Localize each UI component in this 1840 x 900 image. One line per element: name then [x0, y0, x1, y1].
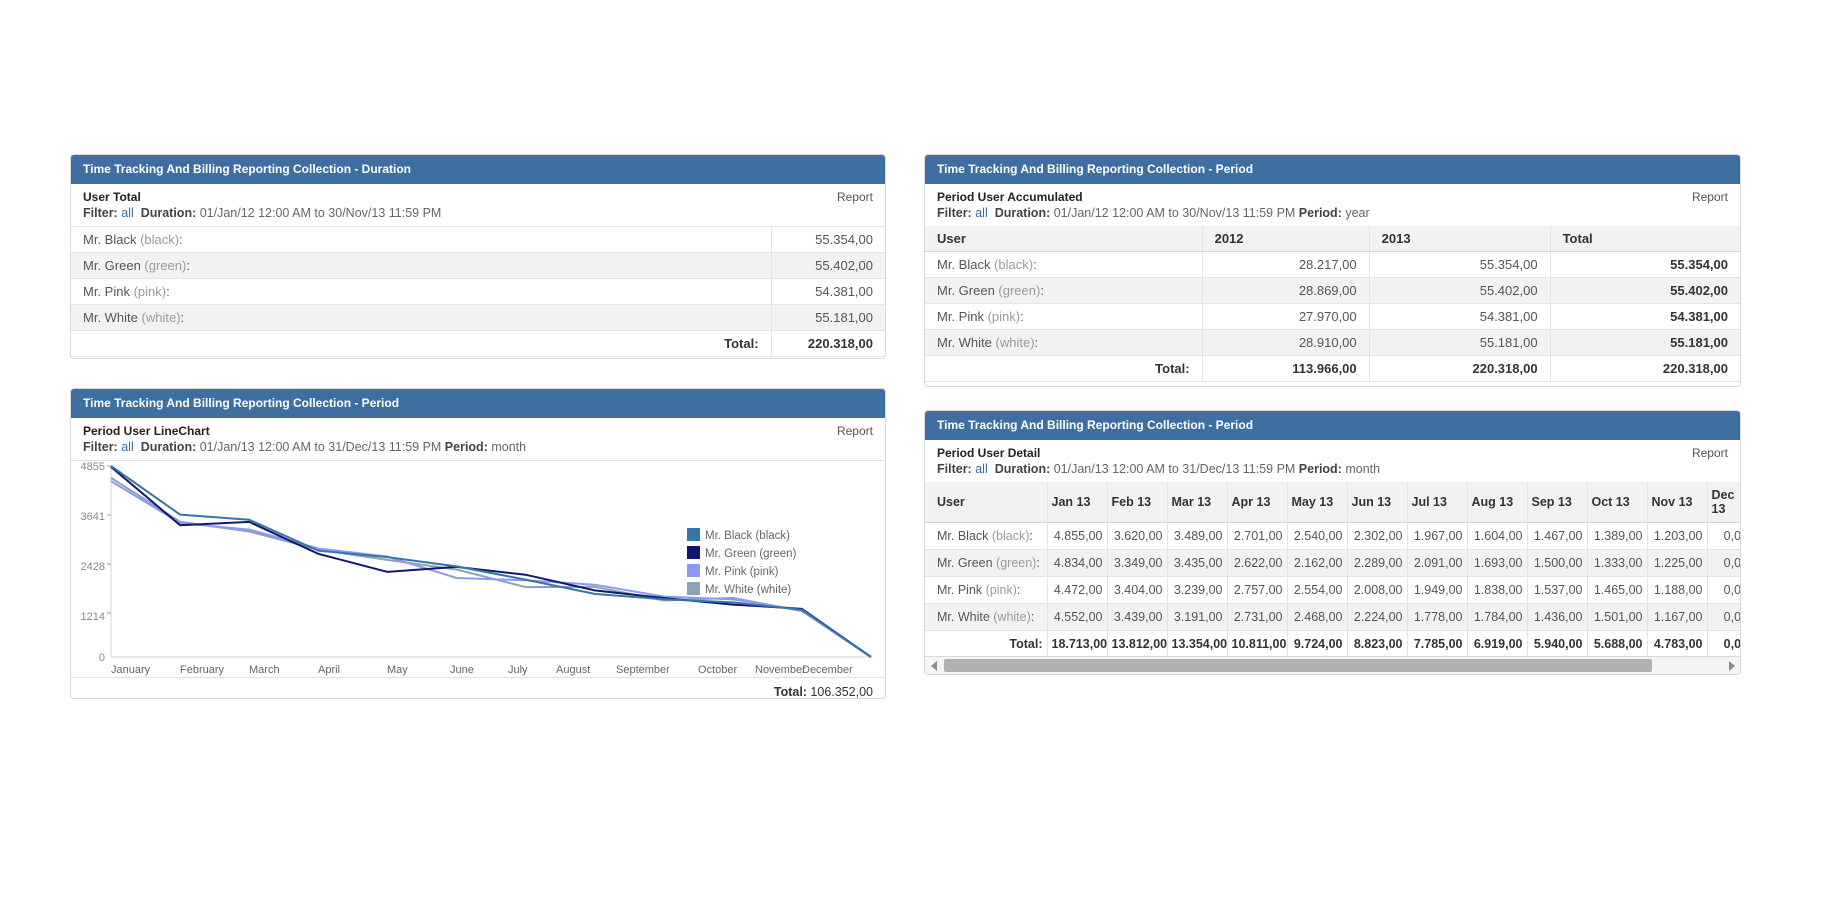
svg-text:3641: 3641	[81, 511, 105, 523]
svg-text:Mr. White (white): Mr. White (white)	[705, 584, 791, 596]
svg-text:October: October	[698, 664, 737, 676]
svg-text:September: September	[616, 664, 670, 676]
svg-text:4855: 4855	[81, 461, 105, 473]
svg-text:January: January	[111, 664, 151, 676]
svg-text:November: November	[755, 664, 806, 676]
svg-text:June: June	[450, 664, 474, 676]
svg-text:Mr. Green (green): Mr. Green (green)	[705, 548, 797, 560]
svg-text:August: August	[556, 664, 590, 676]
svg-text:May: May	[387, 664, 408, 676]
svg-text:February: February	[180, 664, 225, 676]
svg-text:0: 0	[99, 652, 105, 664]
svg-text:Mr. Pink (pink): Mr. Pink (pink)	[705, 566, 779, 578]
svg-text:1214: 1214	[81, 611, 105, 623]
svg-text:March: March	[249, 664, 280, 676]
svg-text:December: December	[802, 664, 853, 676]
svg-text:2428: 2428	[81, 561, 105, 573]
svg-text:July: July	[508, 664, 528, 676]
svg-text:Mr. Black (black): Mr. Black (black)	[705, 530, 790, 542]
svg-text:April: April	[318, 664, 340, 676]
